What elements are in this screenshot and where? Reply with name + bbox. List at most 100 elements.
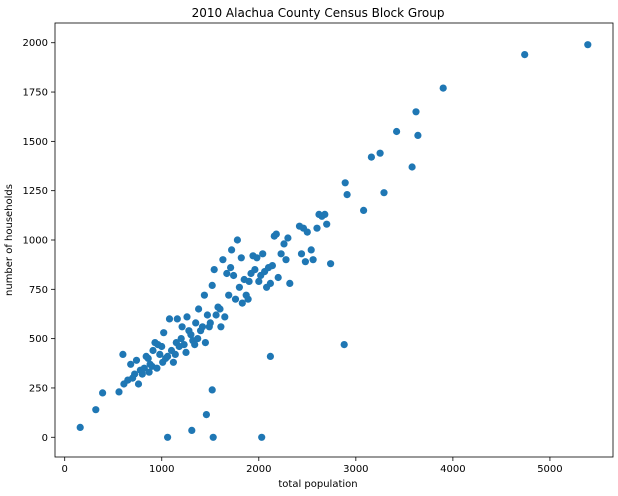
data-point: [221, 313, 229, 321]
data-point: [208, 386, 216, 394]
data-point: [323, 220, 331, 228]
y-axis-label: number of households: [4, 184, 15, 296]
data-point: [313, 224, 321, 232]
y-tick-label: 1000: [23, 236, 48, 247]
y-tick-label: 250: [29, 383, 48, 394]
x-axis-label: total population: [278, 479, 357, 490]
data-point: [272, 230, 280, 238]
data-point: [210, 266, 218, 274]
data-point: [132, 356, 141, 364]
data-point: [216, 305, 224, 313]
y-tick-label: 0: [42, 433, 48, 444]
data-point: [301, 258, 309, 266]
data-point: [266, 352, 274, 360]
y-tick-label: 2000: [23, 38, 48, 49]
x-tick-label: 5000: [537, 464, 562, 475]
data-point: [178, 323, 186, 331]
data-point: [156, 350, 164, 358]
data-point: [412, 108, 420, 116]
data-point: [206, 319, 214, 327]
data-point: [251, 266, 259, 274]
data-point: [202, 411, 210, 419]
data-point: [280, 240, 288, 248]
data-point: [212, 311, 220, 319]
data-point: [177, 335, 185, 343]
data-point: [380, 189, 388, 197]
data-point: [259, 250, 267, 258]
data-point: [227, 264, 235, 272]
y-tick-label: 1250: [23, 186, 48, 197]
x-tick-label: 4000: [440, 464, 465, 475]
data-point: [228, 246, 236, 254]
data-point: [149, 346, 157, 355]
data-point: [233, 236, 241, 244]
data-point: [231, 295, 240, 303]
data-point: [92, 406, 100, 414]
data-point: [138, 370, 146, 378]
data-point: [307, 246, 315, 254]
data-point: [180, 341, 188, 349]
data-point: [286, 279, 294, 287]
y-tick-label: 1750: [23, 88, 48, 99]
data-point: [343, 191, 351, 199]
x-tick-label: 0: [62, 464, 68, 475]
data-point: [274, 273, 282, 282]
data-point: [183, 313, 191, 321]
x-axis-ticks: 0 1000 2000 3000 4000 5000: [62, 457, 563, 475]
data-point: [134, 380, 143, 388]
data-point: [230, 271, 238, 280]
y-tick-label: 750: [29, 285, 48, 296]
y-tick-label: 1500: [23, 137, 48, 148]
data-point: [584, 41, 592, 49]
data-point: [208, 281, 216, 289]
data-point: [255, 277, 263, 285]
data-point: [297, 250, 306, 258]
data-point: [341, 179, 349, 187]
data-point: [119, 350, 127, 358]
data-point: [187, 331, 195, 339]
data-point: [198, 323, 207, 331]
data-point: [439, 84, 447, 92]
data-point: [245, 277, 253, 285]
data-point: [191, 341, 199, 349]
data-point: [393, 127, 401, 136]
data-point: [171, 350, 179, 358]
data-point: [131, 370, 139, 378]
data-point: [182, 348, 190, 356]
data-point: [327, 260, 335, 268]
data-point: [145, 368, 153, 376]
data-point: [164, 352, 172, 360]
data-point: [521, 51, 529, 59]
data-point: [235, 283, 243, 291]
data-point: [158, 342, 166, 351]
data-point: [217, 323, 225, 331]
data-point: [127, 360, 135, 368]
data-point: [164, 433, 172, 441]
data-point: [192, 319, 200, 327]
data-point: [169, 358, 177, 366]
data-point: [223, 269, 231, 278]
data-point: [76, 423, 84, 431]
data-point: [303, 228, 311, 236]
data-point: [203, 311, 211, 319]
chart-title: 2010 Alachua County Census Block Group: [192, 6, 445, 20]
data-point: [376, 149, 384, 157]
data-point: [165, 315, 174, 323]
data-point: [258, 433, 266, 441]
y-axis-ticks: 0 250 500 750 1000 1250 1500 1750 2000: [23, 38, 55, 444]
data-point: [277, 250, 285, 258]
data-point: [238, 299, 246, 307]
data-point: [195, 305, 203, 313]
data-point: [188, 426, 196, 434]
data-point: [144, 354, 152, 362]
data-point: [237, 254, 245, 262]
data-point: [367, 153, 375, 161]
data-point: [115, 388, 123, 396]
data-point: [160, 329, 168, 337]
data-points: [76, 41, 592, 441]
data-point: [225, 291, 233, 299]
data-point: [253, 254, 261, 262]
x-tick-label: 3000: [343, 464, 368, 475]
data-point: [244, 295, 252, 303]
